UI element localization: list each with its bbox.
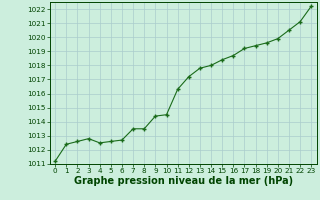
X-axis label: Graphe pression niveau de la mer (hPa): Graphe pression niveau de la mer (hPa) (74, 176, 293, 186)
